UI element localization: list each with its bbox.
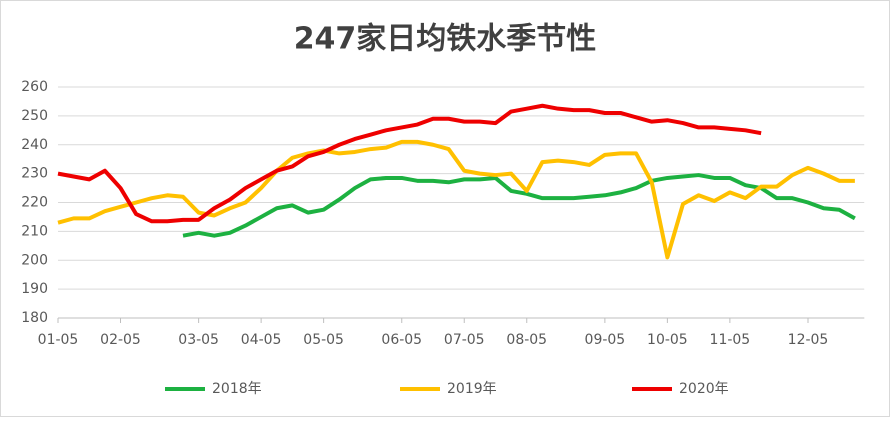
chart-title: 247家日均铁水季节性 xyxy=(294,22,597,57)
series-line xyxy=(57,103,762,224)
x-tick-label: 12-05 xyxy=(788,332,829,348)
x-tick-label: 04-05 xyxy=(241,332,282,348)
x-tick-label: 02-05 xyxy=(100,332,141,348)
x-tick-label: 05-05 xyxy=(303,332,344,348)
y-tick-label: 230 xyxy=(21,166,48,182)
y-tick-label: 200 xyxy=(21,252,48,268)
y-tick-label: 180 xyxy=(21,310,48,326)
y-tick-label: 190 xyxy=(21,281,48,297)
y-tick-label: 260 xyxy=(21,79,48,95)
y-tick-label: 210 xyxy=(21,223,48,239)
series-line xyxy=(57,139,855,260)
y-tick-label: 240 xyxy=(21,137,48,153)
x-tick-label: 09-05 xyxy=(585,332,626,348)
y-tick-label: 250 xyxy=(21,108,48,124)
legend-label: 2020年 xyxy=(679,381,729,397)
x-tick-label: 03-05 xyxy=(178,332,219,348)
x-tick-label: 10-05 xyxy=(647,332,688,348)
x-tick-label: 07-05 xyxy=(444,332,485,348)
legend-label: 2019年 xyxy=(447,381,497,397)
x-tick-label: 06-05 xyxy=(381,332,422,348)
x-tick-label: 08-05 xyxy=(506,332,547,348)
x-tick-label: 01-05 xyxy=(38,332,79,348)
y-tick-label: 220 xyxy=(21,195,48,211)
x-tick-label: 11-05 xyxy=(710,332,751,348)
legend-label: 2018年 xyxy=(212,381,262,397)
series-line xyxy=(182,173,856,238)
